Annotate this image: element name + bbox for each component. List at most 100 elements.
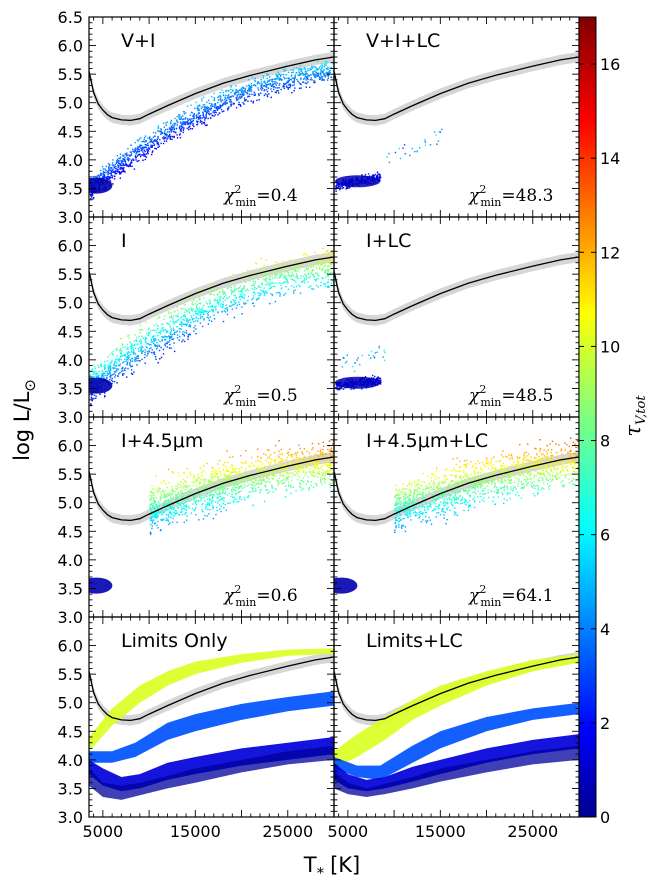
scatter-point (122, 362, 124, 364)
scatter-point (329, 71, 331, 74)
scatter-point (215, 513, 217, 516)
scatter-point (101, 372, 103, 375)
scatter-point (185, 112, 187, 114)
scatter-point (307, 81, 309, 83)
scatter-point (259, 467, 261, 470)
scatter-point (170, 126, 172, 128)
scatter-point (327, 77, 329, 79)
scatter-point (244, 470, 246, 472)
scatter-point (103, 173, 105, 175)
scatter-point (173, 311, 175, 313)
scatter-point (293, 279, 296, 282)
scatter-point (195, 316, 197, 318)
scatter-point (376, 171, 379, 173)
scatter-point (222, 297, 225, 299)
scatter-point (251, 284, 253, 286)
scatter-point (330, 271, 333, 273)
scatter-point (197, 105, 199, 107)
scatter-point (279, 82, 281, 85)
scatter-point (207, 503, 209, 505)
panel-label: I+LC (366, 230, 411, 252)
scatter-point (259, 271, 261, 273)
scatter-point (243, 497, 245, 499)
scatter-point (154, 340, 156, 342)
scatter-point (340, 386, 343, 389)
scatter-point (233, 471, 235, 473)
scatter-point (308, 457, 310, 460)
scatter-point (119, 356, 121, 358)
scatter-point (283, 87, 286, 90)
scatter-point (226, 99, 228, 101)
scatter-point (244, 99, 246, 101)
scatter-point (301, 460, 303, 462)
scatter-point (225, 304, 227, 306)
scatter-point (261, 284, 263, 286)
scatter-point (151, 497, 153, 499)
scatter-point (225, 478, 227, 480)
scatter-point (265, 290, 267, 292)
scatter-point (149, 504, 152, 507)
scatter-point (213, 294, 215, 296)
scatter-point (211, 115, 213, 117)
scatter-point (123, 354, 125, 356)
scatter-point (322, 277, 324, 280)
scatter-point (206, 101, 208, 103)
scatter-point (273, 472, 275, 475)
scatter-point (116, 170, 119, 173)
scatter-point (208, 111, 210, 113)
scatter-point (313, 460, 315, 463)
scatter-point (310, 470, 312, 473)
scatter-point (153, 329, 155, 331)
scatter-point (220, 296, 222, 298)
scatter-point (298, 68, 300, 70)
scatter-point (203, 117, 206, 119)
scatter-point (226, 480, 229, 482)
scatter-point (142, 337, 145, 339)
scatter-point (181, 322, 183, 324)
scatter-point (169, 491, 171, 494)
scatter-point (241, 87, 243, 89)
scatter-point (160, 131, 162, 134)
scatter-point (214, 487, 216, 489)
scatter-point (339, 388, 341, 390)
scatter-point (292, 466, 295, 469)
scatter-point (287, 472, 290, 475)
scatter-point (204, 310, 207, 312)
scatter-point (234, 468, 237, 470)
scatter-cloud-1 (334, 171, 382, 192)
scatter-point (113, 365, 115, 367)
scatter-point (122, 164, 124, 167)
scatter-point (145, 156, 148, 158)
reference-uncertainty-band (334, 51, 579, 126)
scatter-point (323, 479, 326, 481)
scatter-point (122, 346, 124, 348)
scatter-point (291, 274, 293, 277)
scatter-point (315, 284, 318, 287)
scatter-point (214, 483, 216, 485)
scatter-point (134, 148, 136, 151)
scatter-point (189, 319, 191, 321)
scatter-point (247, 496, 250, 498)
scatter-point (127, 160, 130, 162)
scatter-point (183, 521, 185, 523)
scatter-point (276, 78, 278, 80)
scatter-point (172, 322, 174, 324)
scatter-point (285, 69, 287, 71)
scatter-point (240, 467, 243, 469)
scatter-point (330, 460, 333, 462)
scatter-point (177, 316, 179, 318)
scatter-point (232, 291, 234, 293)
scatter-point (247, 494, 250, 497)
scatter-point (129, 341, 131, 343)
scatter-point (239, 472, 241, 475)
scatter-point (171, 489, 173, 491)
scatter-point (301, 468, 303, 470)
scatter-point (311, 65, 313, 68)
scatter-point (250, 83, 253, 85)
scatter-point (264, 82, 267, 84)
scatter-point (234, 91, 236, 94)
scatter-point (225, 470, 227, 473)
scatter-point (251, 288, 253, 290)
scatter-point (335, 384, 337, 386)
scatter-point (237, 492, 239, 494)
